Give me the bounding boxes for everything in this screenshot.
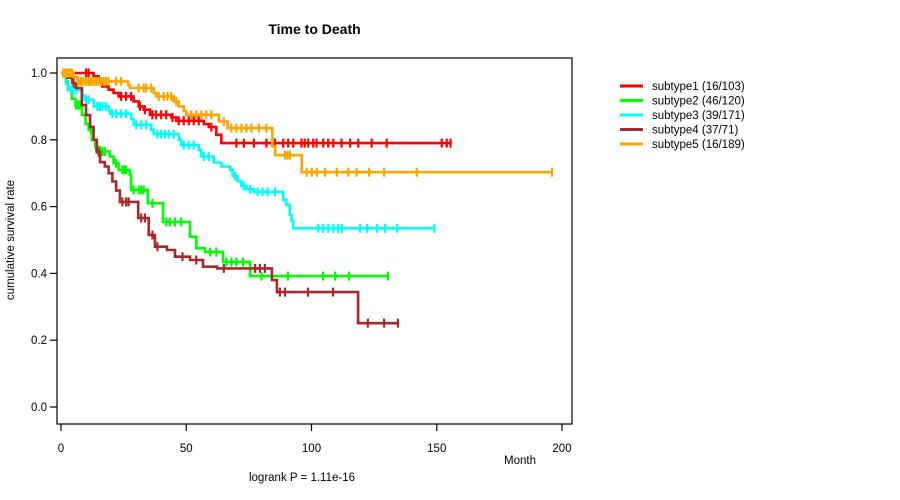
survival-curve-subtype2 [61,71,388,278]
legend: subtype1 (16/103) subtype2 (46/120) subtyp… [620,81,745,151]
series-subtype4 [61,71,400,328]
y-tick-label: 0.6 [31,202,47,214]
y-tick-label: 0.8 [31,135,47,147]
legend-label: subtype3 (39/171) [652,110,745,122]
series-subtype2 [61,71,390,281]
legend-label: subtype4 (37/71) [652,125,738,137]
x-tick-label: 150 [427,443,446,455]
x-axis: 0 50 100 150 200 [58,424,572,455]
legend-item-subtype3: subtype3 (39/171) [620,110,745,122]
y-tick-label: 0.0 [31,402,47,414]
y-axis: 0.0 0.2 0.4 0.6 0.8 1.0 [31,68,57,414]
logrank-annotation: logrank P = 1.11e-16 [249,472,355,484]
x-tick-label: 0 [58,443,64,455]
survival-curve-subtype4 [61,71,400,325]
x-tick-label: 200 [552,443,571,455]
y-tick-label: 1.0 [31,68,47,80]
plot-box [56,57,573,425]
legend-label: subtype2 (46/120) [652,96,745,108]
legend-label: subtype1 (16/103) [652,81,745,93]
series-subtype5 [61,68,554,177]
legend-item-subtype2: subtype2 (46/120) [620,96,745,108]
y-tick-label: 0.2 [31,335,47,347]
plot-title: Time to Death [268,21,360,37]
legend-item-subtype5: subtype5 (16/189) [620,139,745,151]
y-tick-label: 0.4 [31,268,48,280]
x-tick-label: 50 [180,443,193,455]
survival-curve-subtype3 [61,71,435,230]
survival-curve-subtype5 [61,71,552,174]
x-tick-label: 100 [302,443,321,455]
legend-item-subtype4: subtype4 (37/71) [620,125,738,137]
series-layer [61,68,554,328]
x-axis-label: Month [504,455,536,467]
y-axis-label: cumulative survival rate [5,180,17,300]
series-subtype3 [61,71,436,233]
legend-item-subtype1: subtype1 (16/103) [620,81,745,93]
survival-curve-subtype1 [61,71,451,145]
legend-label: subtype5 (16/189) [652,139,745,151]
